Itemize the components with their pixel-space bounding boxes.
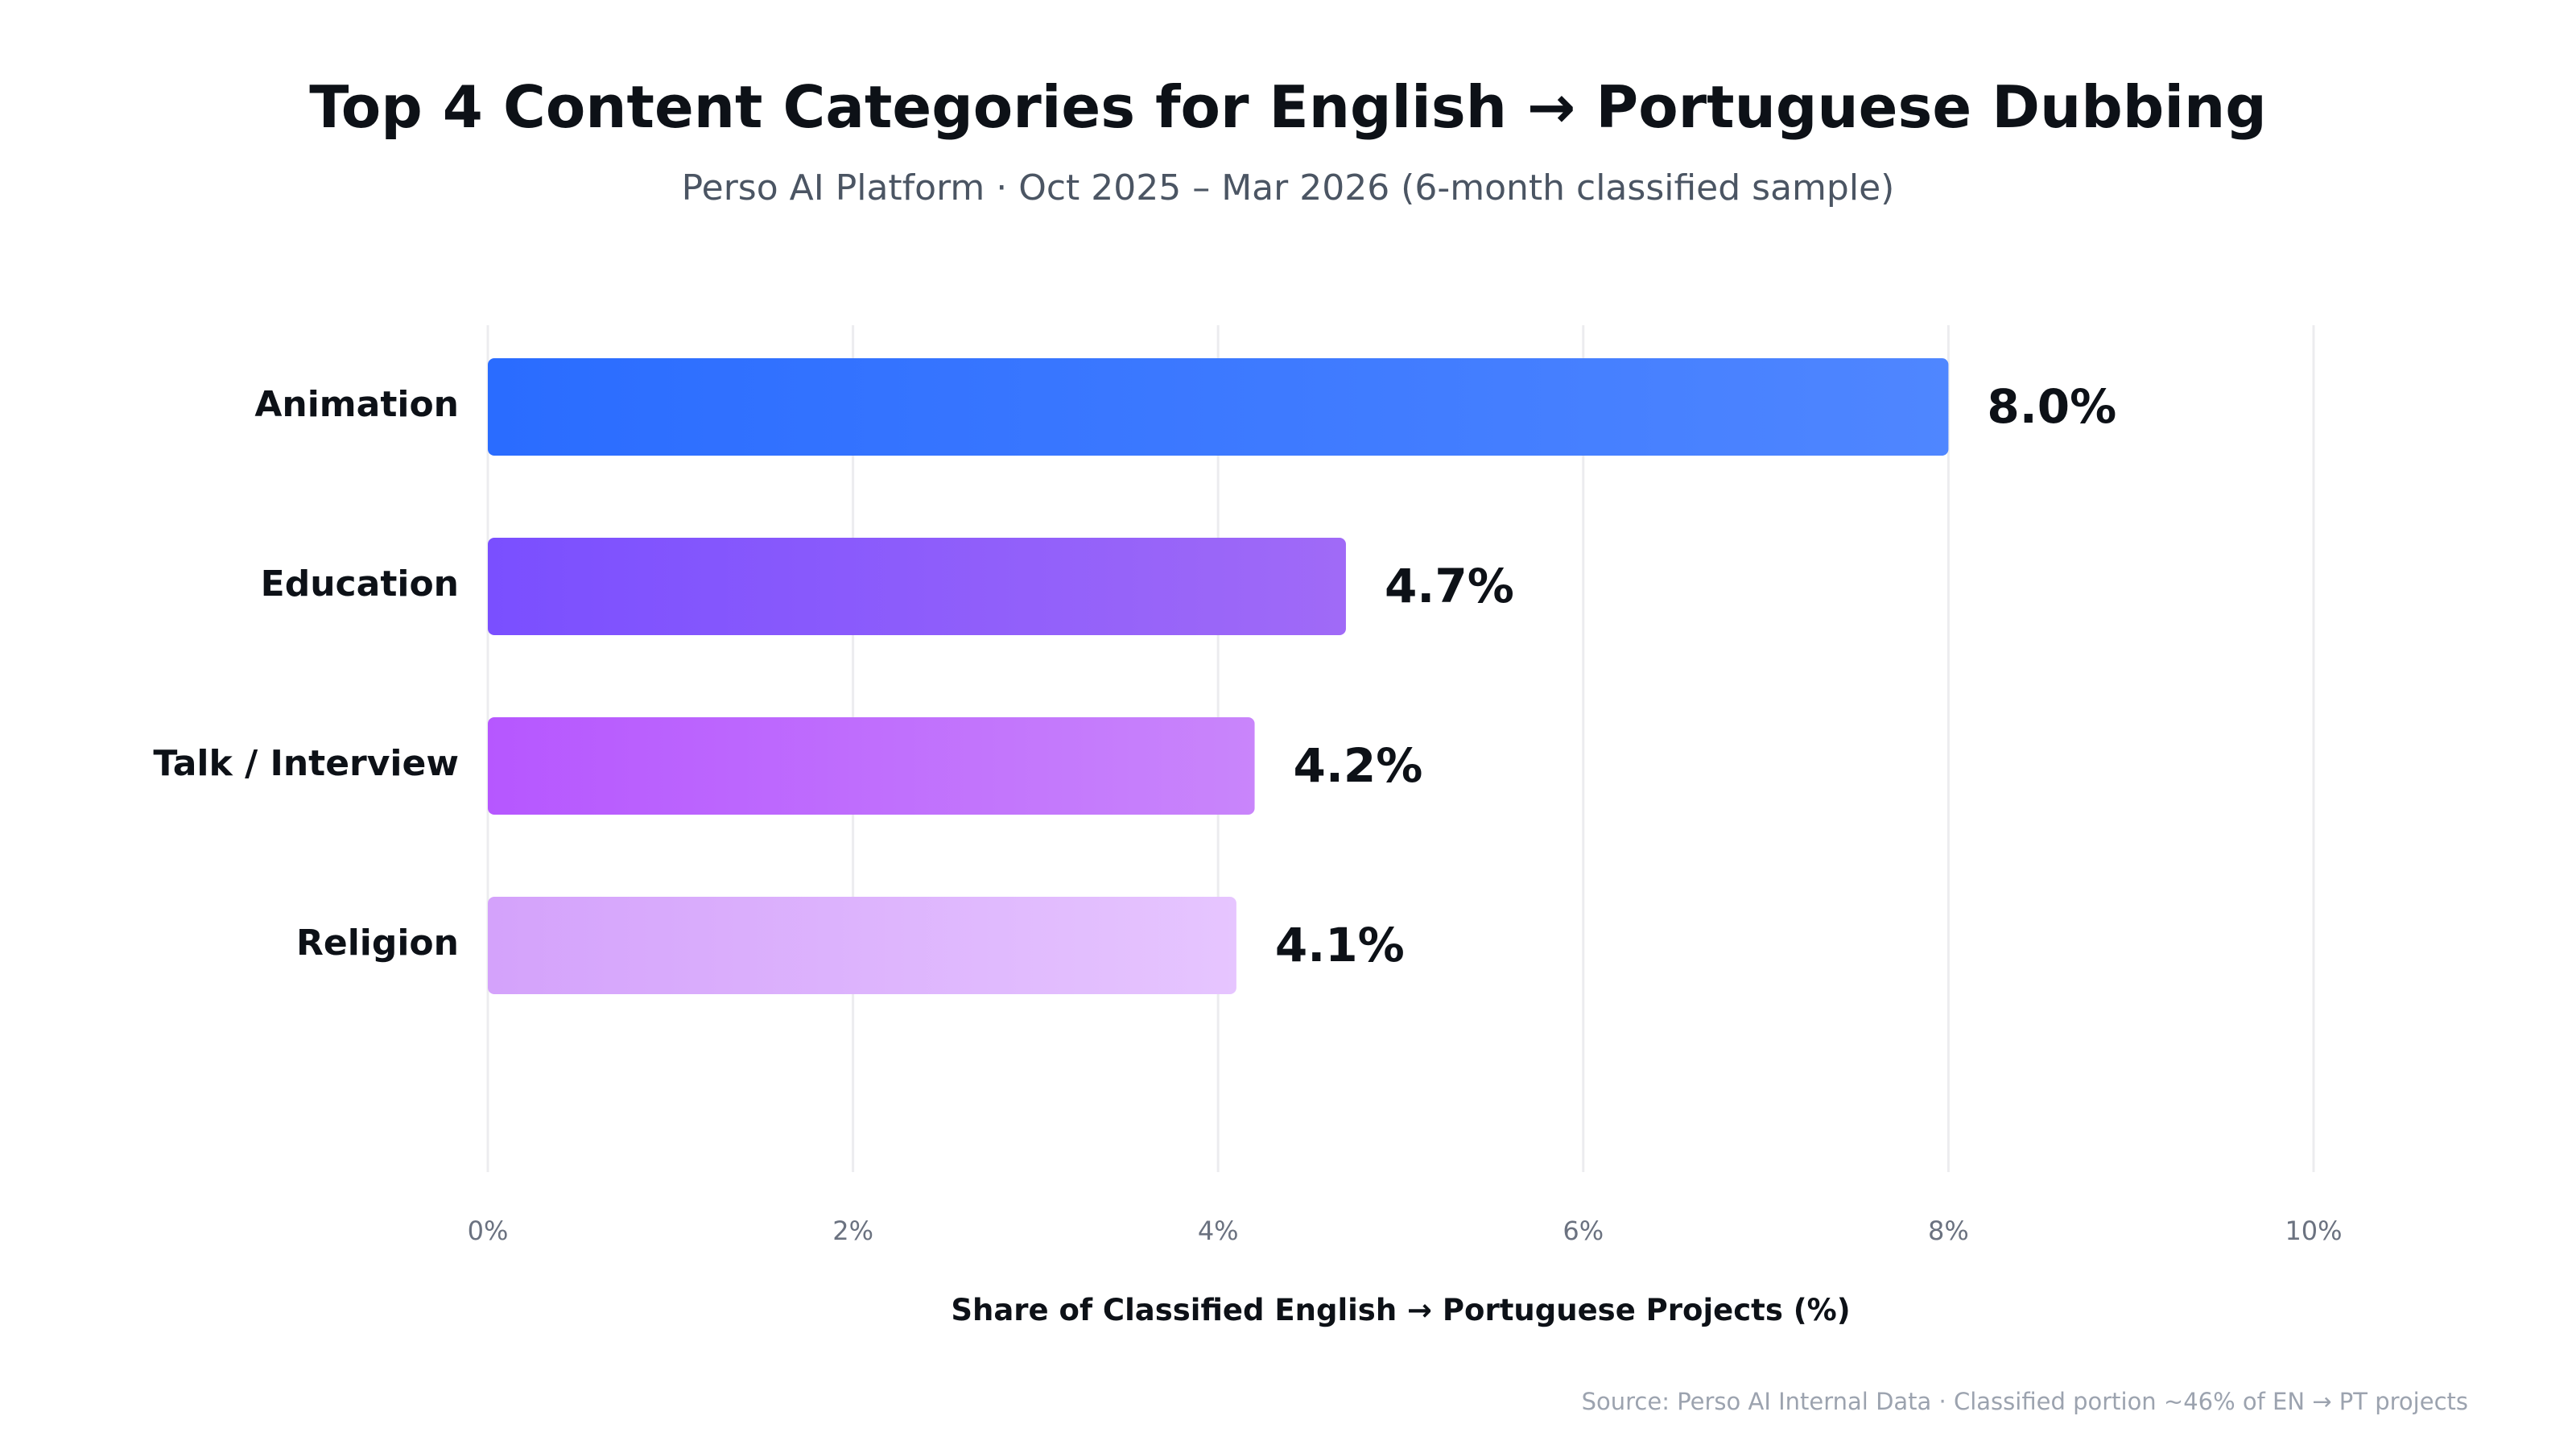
bar-talk-interview xyxy=(488,717,1255,815)
category-label: Animation xyxy=(254,384,459,425)
bar-religion xyxy=(488,897,1236,994)
chart-title: Top 4 Content Categories for English → P… xyxy=(309,73,2267,141)
bar-education xyxy=(488,538,1346,635)
x-axis-label: Share of Classified English → Portuguese… xyxy=(951,1293,1850,1327)
value-label: 4.2% xyxy=(1294,738,1423,793)
labels: 0% 2% 4% 6% 8% 10% Animation 8.0% Education 4.7% T… xyxy=(153,379,2342,1246)
x-tick-label: 10% xyxy=(2285,1216,2342,1246)
value-label: 8.0% xyxy=(1987,379,2116,434)
category-label: Education xyxy=(261,564,459,605)
category-label: Religion xyxy=(296,923,459,964)
value-label: 4.7% xyxy=(1385,559,1514,613)
category-label: Talk / Interview xyxy=(153,743,459,784)
source-note: Source: Perso AI Internal Data · Classif… xyxy=(1581,1388,2468,1415)
x-tick-label: 2% xyxy=(832,1216,873,1246)
value-label: 4.1% xyxy=(1275,918,1405,972)
x-tick-label: 0% xyxy=(468,1216,509,1246)
chart-subtitle: Perso AI Platform · Oct 2025 – Mar 2026 … xyxy=(681,167,1895,208)
bars xyxy=(488,358,1949,994)
bar-animation xyxy=(488,358,1949,456)
x-tick-label: 6% xyxy=(1563,1216,1604,1246)
x-tick-label: 8% xyxy=(1928,1216,1969,1246)
x-tick-label: 4% xyxy=(1198,1216,1239,1246)
